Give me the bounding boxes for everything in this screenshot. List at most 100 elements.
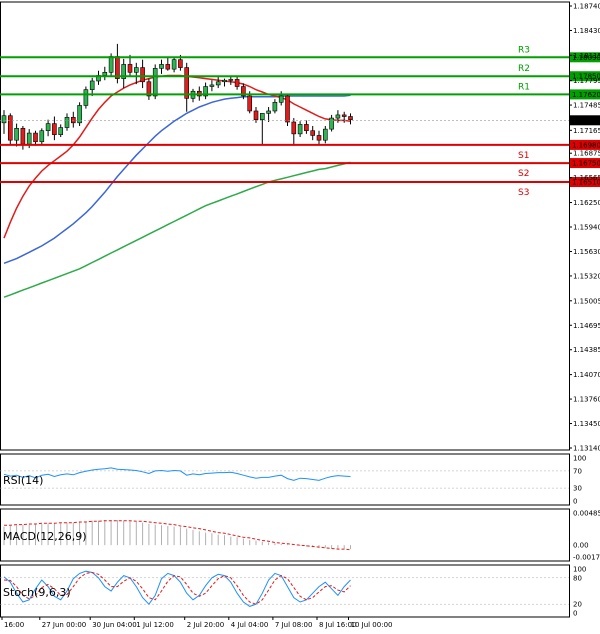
candle-bullish — [64, 116, 70, 128]
time-tick-label: 30 Jun 04:00 — [92, 621, 136, 629]
level-price-tag — [570, 177, 600, 188]
price-tick-label: 1.15630 — [573, 248, 600, 256]
level-name-s3: S3 — [518, 188, 529, 198]
candle-bearish — [127, 64, 133, 73]
candle-bearish — [140, 67, 145, 83]
candle-bullish — [102, 72, 108, 76]
macd-tick-label: -0.001788 — [573, 554, 600, 562]
price-tick-label: 1.16875 — [573, 150, 600, 158]
candle-bullish — [215, 81, 221, 86]
candle-bullish — [45, 123, 51, 132]
candle-bearish — [234, 79, 240, 87]
candle-bullish — [14, 128, 19, 141]
level-price-label: 1.16750 — [572, 160, 600, 168]
candle-bearish — [20, 128, 26, 145]
rsi-tick-label: 100 — [573, 455, 586, 463]
candle-bearish — [291, 121, 297, 135]
time-tick-label: 27 Jun 00:00 — [42, 621, 86, 629]
level-price-label: 1.17850 — [572, 73, 600, 81]
candle-bearish — [8, 115, 13, 141]
candle-bullish — [159, 64, 164, 69]
candle-bearish — [348, 116, 353, 120]
time-tick-label: 8 Jul 16:00 — [319, 621, 357, 629]
time-tick-label: 7 Jul 08:00 — [275, 621, 313, 629]
rsi-title: RSI(14) — [3, 474, 43, 487]
candle-bullish — [1, 115, 7, 124]
level-price-tag — [570, 71, 600, 82]
level-price-label: 1.18090 — [572, 54, 600, 62]
candle-bearish — [310, 130, 316, 136]
candle-bullish — [278, 95, 284, 103]
candle-bullish — [152, 68, 158, 97]
stoch-k-line — [3, 570, 351, 607]
candle-bullish — [335, 114, 341, 119]
rsi-line — [3, 467, 351, 481]
time-tick-label: 16:00 — [4, 621, 24, 629]
stoch-tick-label: 80 — [573, 574, 582, 582]
candle-bullish — [297, 124, 303, 135]
current-price-label: 1.17292 — [572, 117, 600, 125]
candle-bullish — [222, 79, 227, 83]
time-tick-label: 2 Jul 20:00 — [187, 621, 225, 629]
stoch-tick-label: 0 — [573, 610, 577, 618]
time-tick-label: 4 Jul 04:00 — [231, 621, 269, 629]
level-price-tag — [570, 139, 600, 150]
price-tick-label: 1.15005 — [573, 297, 600, 305]
candle-bearish — [178, 59, 183, 68]
price-tick-label: 1.17795 — [573, 77, 600, 85]
candle-bearish — [241, 86, 246, 97]
price-tick-label: 1.18740 — [573, 3, 600, 11]
price-tick-label: 1.16565 — [573, 174, 600, 182]
ma-blue-line — [3, 94, 351, 265]
rsi-tick-label: 70 — [573, 467, 582, 475]
price-tick-label: 1.13760 — [573, 396, 600, 404]
time-tick-label: 1 Jul 12:00 — [136, 621, 174, 629]
candle-bearish — [184, 67, 189, 99]
candle-bullish — [26, 132, 32, 145]
candle-bullish — [83, 89, 89, 106]
price-tick-label: 1.18430 — [573, 27, 600, 35]
price-tick-label: 1.14070 — [573, 371, 600, 379]
candle-bullish — [171, 59, 177, 70]
candle-bearish — [247, 95, 252, 112]
level-price-tag — [570, 89, 600, 100]
candle-bullish — [121, 64, 126, 79]
current-price-tag — [570, 115, 600, 126]
candle-bullish — [89, 80, 95, 90]
level-name-r1: R1 — [518, 82, 530, 92]
macd-pane-frame — [0, 508, 570, 562]
candle-bearish — [341, 114, 347, 117]
candle-bullish — [108, 56, 114, 73]
candle-bearish — [165, 64, 171, 70]
level-name-s2: S2 — [518, 169, 529, 179]
candle-bullish — [329, 117, 334, 130]
price-tick-label: 1.14385 — [573, 346, 600, 354]
price-tick-label: 1.13140 — [573, 445, 600, 453]
price-tick-label: 1.18115 — [573, 52, 600, 60]
price-tick-label: 1.13450 — [573, 420, 600, 428]
main-pane-frame — [0, 1, 570, 451]
time-tick-label: 10 Jul 00:00 — [351, 621, 393, 629]
price-tick-label: 1.15940 — [573, 224, 600, 232]
candle-bearish — [33, 132, 38, 143]
candle-bullish — [209, 84, 215, 87]
level-price-label: 1.17620 — [572, 91, 600, 99]
level-price-tag — [570, 52, 600, 63]
stoch-title: Stoch(9,6,3) — [3, 586, 71, 599]
candle-bullish — [203, 86, 208, 97]
rsi-tick-label: 30 — [573, 485, 582, 493]
candle-bearish — [285, 95, 290, 123]
candle-bullish — [266, 110, 271, 114]
macd-tick-label: 0.00 — [573, 542, 589, 550]
level-price-label: 1.16510 — [572, 179, 600, 187]
macd-signal-line — [4, 520, 351, 551]
candle-bullish — [322, 128, 328, 141]
stoch-tick-label: 100 — [573, 566, 586, 574]
stoch-tick-label: 20 — [573, 601, 582, 609]
candle-bearish — [146, 81, 152, 97]
level-price-label: 1.16980 — [572, 141, 600, 149]
candle-bullish — [77, 105, 82, 124]
macd-tick-label: 0.004858 — [573, 510, 600, 518]
price-tick-label: 1.17165 — [573, 127, 600, 135]
